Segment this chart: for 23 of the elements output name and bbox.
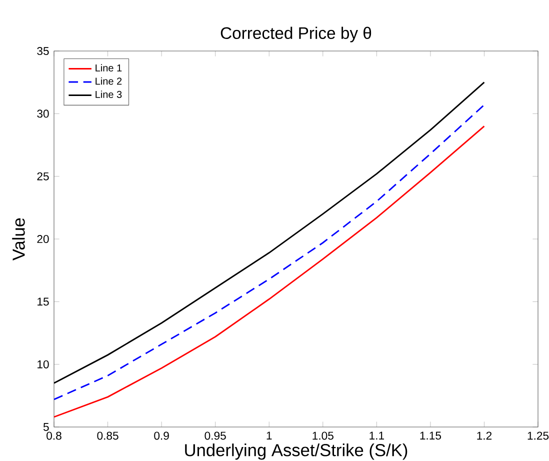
- x-tick-label: 1.15: [420, 432, 442, 440]
- x-tick-label: 0.95: [204, 432, 226, 440]
- chart-title: Corrected Price by θ: [220, 26, 372, 42]
- x-tick-label: 1.25: [528, 432, 549, 440]
- legend-label: Line 2: [96, 77, 122, 85]
- y-tick-label: 30: [37, 110, 49, 118]
- x-axis-title: Underlying Asset/Strike (S/K): [185, 444, 408, 460]
- x-tick-label: 1.05: [312, 432, 334, 440]
- y-axis-title: Value: [12, 218, 25, 260]
- y-tick-label: 35: [37, 47, 49, 56]
- x-tick-label: 1.2: [477, 432, 492, 440]
- y-tick-label: 5: [43, 423, 49, 431]
- legend-label: Line 3: [96, 90, 122, 98]
- y-tick-label: 20: [37, 235, 49, 244]
- y-tick-label: 15: [38, 298, 49, 306]
- y-tick-label: 10: [38, 360, 49, 368]
- legend-label: Line 1: [96, 64, 122, 72]
- y-tick-label: 25: [37, 172, 49, 180]
- x-tick-label: 1.1: [370, 432, 384, 440]
- x-tick-label: 0.9: [154, 432, 169, 440]
- x-tick-label: 1: [266, 432, 272, 440]
- x-tick-label: 0.8: [46, 432, 62, 440]
- x-tick-label: 0.85: [97, 432, 118, 440]
